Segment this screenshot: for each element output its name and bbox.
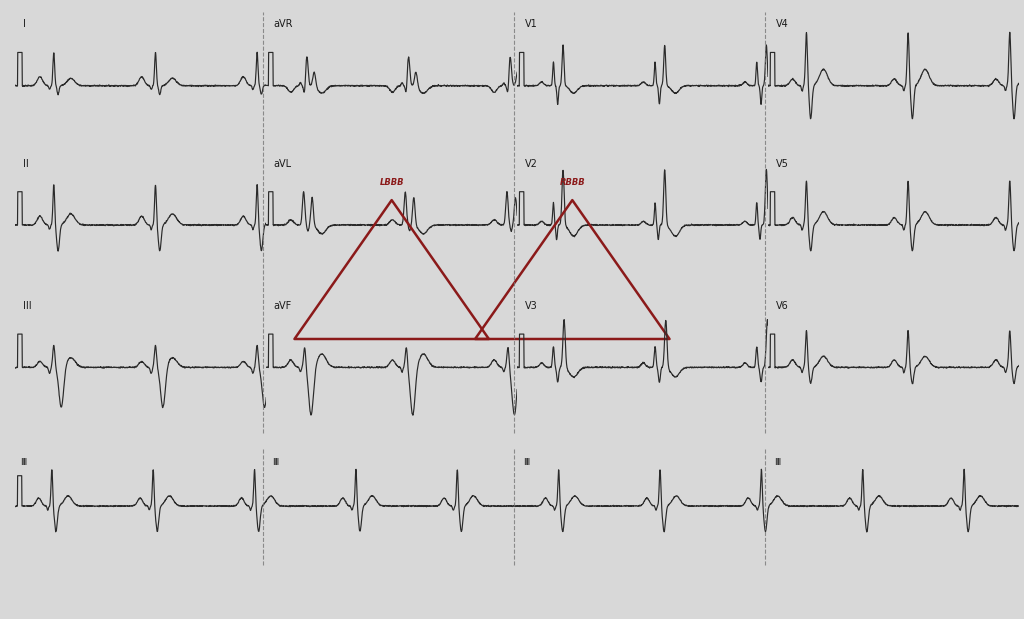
- Text: II: II: [776, 457, 782, 467]
- Text: V1: V1: [524, 19, 538, 30]
- Text: aVL: aVL: [273, 158, 292, 169]
- Text: II: II: [774, 457, 780, 467]
- Text: V4: V4: [775, 19, 788, 30]
- Text: RBBB: RBBB: [559, 178, 585, 187]
- Text: V6: V6: [775, 301, 788, 311]
- Text: aVF: aVF: [273, 301, 292, 311]
- Text: II: II: [525, 457, 530, 467]
- Text: II: II: [20, 457, 26, 467]
- Text: II: II: [523, 457, 528, 467]
- Text: aVR: aVR: [273, 19, 293, 30]
- Text: V2: V2: [524, 158, 538, 169]
- Text: II: II: [23, 457, 28, 467]
- Text: V5: V5: [775, 158, 788, 169]
- Text: II: II: [23, 158, 29, 169]
- Text: II: II: [271, 457, 278, 467]
- Text: V3: V3: [524, 301, 538, 311]
- Text: LBBB: LBBB: [380, 178, 403, 187]
- Text: I: I: [23, 19, 26, 30]
- Text: II: II: [273, 457, 280, 467]
- Text: III: III: [23, 301, 32, 311]
